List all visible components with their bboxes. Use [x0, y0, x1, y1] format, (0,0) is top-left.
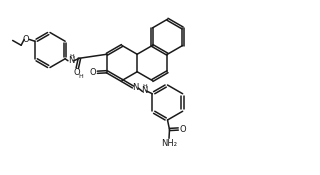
Text: O: O: [89, 68, 96, 77]
Text: H: H: [78, 74, 83, 79]
Text: NH₂: NH₂: [161, 138, 177, 148]
Text: H: H: [142, 84, 147, 89]
Text: H: H: [69, 54, 74, 60]
Text: N: N: [68, 56, 74, 65]
Text: N: N: [132, 83, 139, 92]
Text: O: O: [23, 35, 29, 44]
Text: O: O: [73, 68, 80, 77]
Text: N: N: [141, 86, 148, 95]
Text: O: O: [180, 124, 186, 134]
